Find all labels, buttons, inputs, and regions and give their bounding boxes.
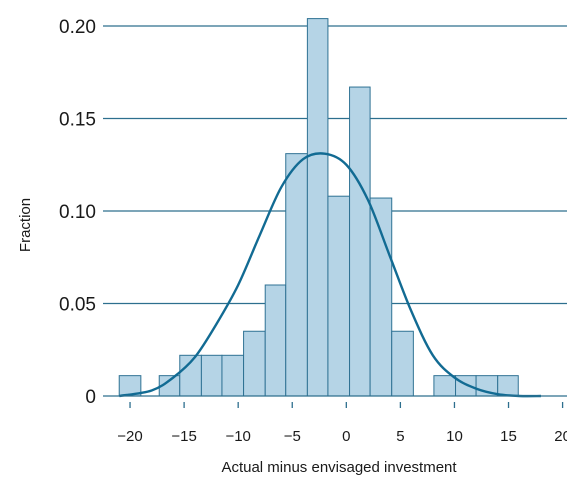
bar-8 [306, 18, 329, 397]
x-tick-label-7: 15 [500, 428, 517, 445]
x-tick-label-3: −5 [284, 428, 301, 445]
bar-12 [391, 330, 414, 397]
x-tick-label-0: −20 [117, 428, 142, 445]
density-curve [119, 152, 541, 398]
bar-4 [221, 354, 245, 397]
x-tick-label-4: 0 [342, 428, 350, 445]
bar-5 [243, 330, 266, 397]
bar-3 [200, 354, 223, 397]
y-tick-labels: 0 0.05 0.10 0.15 0.20 [59, 17, 96, 408]
bar-14 [455, 375, 477, 397]
y-tick-label-0: 0 [85, 387, 96, 408]
y-axis-title: Fraction [17, 198, 34, 252]
x-tick-label-6: 10 [446, 428, 463, 445]
density-curve-layer [119, 152, 541, 398]
x-tick-labels: −20 −15 −10 −5 0 5 10 15 20 [117, 428, 567, 445]
x-tick-label-5: 5 [396, 428, 404, 445]
bar-7 [285, 153, 308, 397]
bar-13 [433, 375, 457, 397]
bar-6 [264, 284, 287, 397]
y-tick-label-4: 0.20 [59, 17, 96, 38]
y-tick-label-3: 0.15 [59, 110, 96, 131]
bar-16 [497, 375, 519, 397]
bar-9 [327, 195, 351, 397]
y-tick-label-1: 0.05 [59, 295, 96, 316]
y-tick-label-2: 0.10 [59, 202, 96, 223]
x-tick-label-8: 20 [554, 428, 567, 445]
x-axis-title: Actual minus envisaged investment [221, 459, 457, 476]
x-tick-label-2: −10 [225, 428, 250, 445]
x-axis [103, 395, 567, 408]
histogram-bars [118, 18, 519, 397]
bar-10 [349, 86, 371, 397]
bar-11 [369, 197, 393, 397]
x-tick-label-1: −15 [171, 428, 196, 445]
